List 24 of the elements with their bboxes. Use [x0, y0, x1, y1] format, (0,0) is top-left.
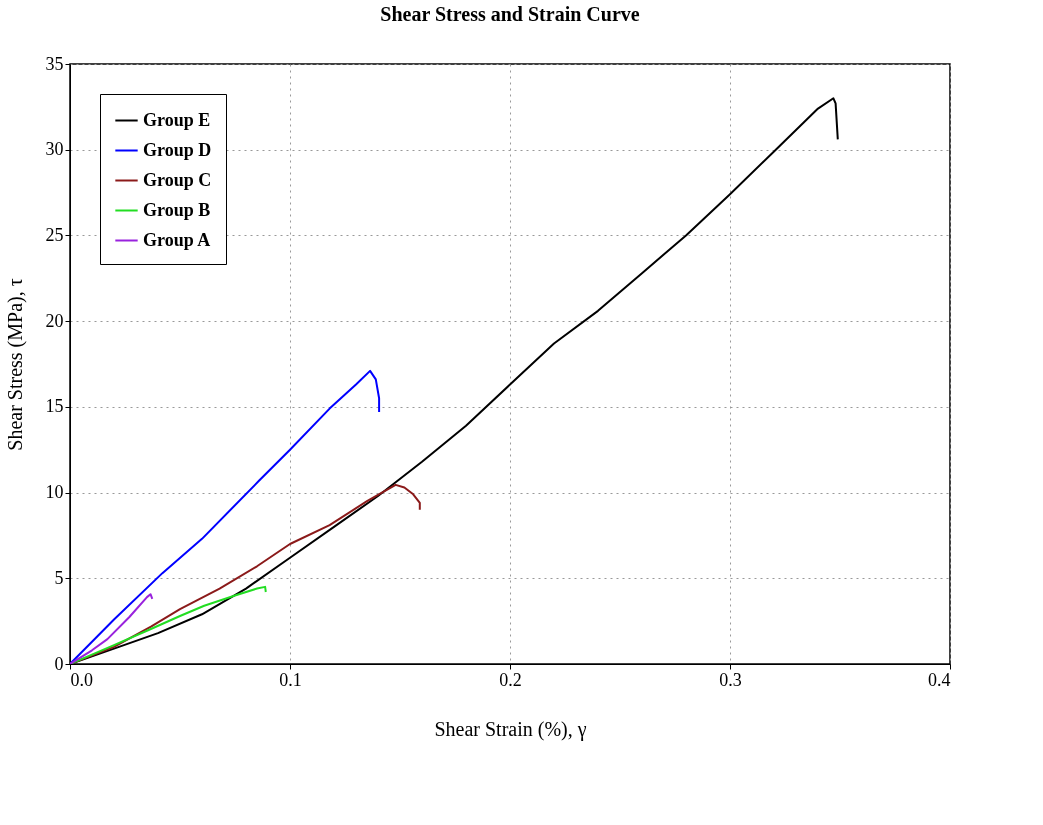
y-tick-label: 30 [45, 139, 64, 160]
x-tick-label: 0.3 [719, 669, 742, 690]
legend-label: Group E [143, 109, 211, 130]
legend-label: Group B [143, 199, 211, 220]
x-tick-label: 0.0 [70, 669, 93, 690]
line-series [70, 369, 381, 664]
legend-label: Group A [143, 229, 211, 250]
y-tick-label: 10 [45, 482, 64, 503]
y-tick-label: 25 [45, 224, 64, 245]
line-series [70, 585, 267, 664]
x-tick-label: 0.4 [928, 669, 951, 690]
chart-title: Shear Stress and Strain Curve [380, 3, 640, 25]
y-axis-title: Shear Stress (MPa), τ [3, 278, 27, 451]
legend-label: Group C [143, 169, 212, 190]
y-tick-label: 35 [45, 53, 64, 74]
x-tick-label: 0.1 [279, 669, 302, 690]
line-series [70, 593, 154, 664]
y-tick-label: 20 [45, 310, 64, 331]
y-tick-label: 5 [54, 567, 64, 588]
y-tick-label: 15 [45, 396, 64, 417]
x-axis-title: Shear Strain (%), γ [434, 717, 587, 741]
y-tick-label: 0 [54, 653, 64, 674]
legend-label: Group D [143, 139, 212, 160]
x-tick-label: 0.2 [499, 669, 522, 690]
